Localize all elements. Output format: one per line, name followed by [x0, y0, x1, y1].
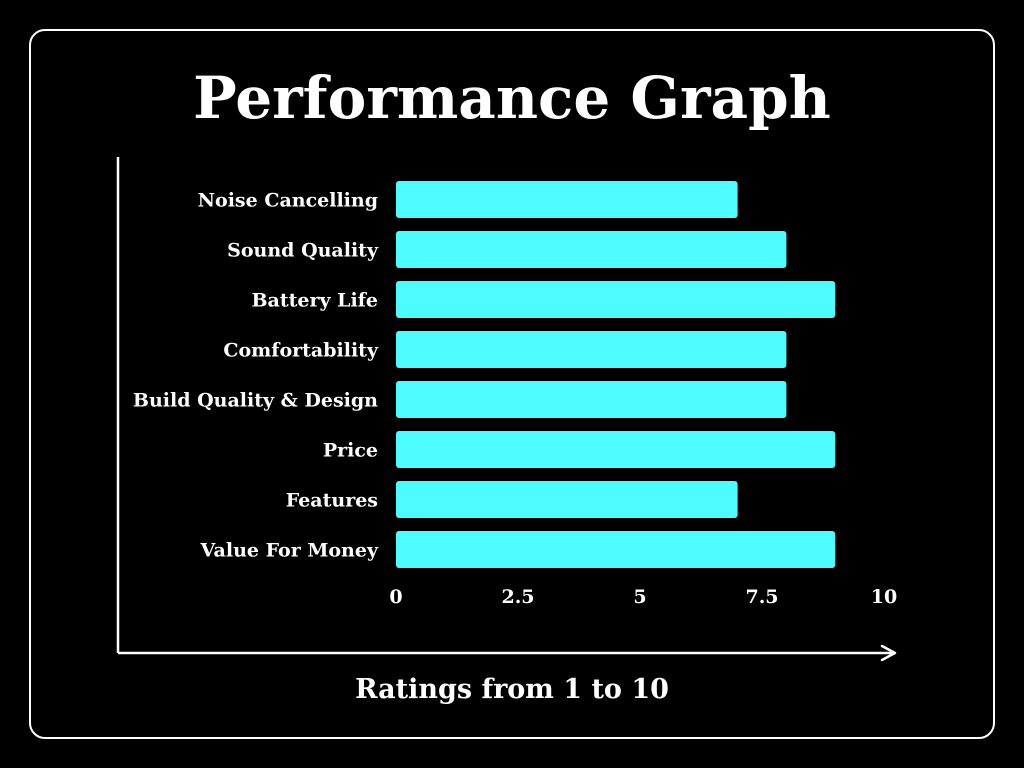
x-axis-title: Ratings from 1 to 10 — [355, 674, 669, 705]
chart-title: Performance Graph — [193, 64, 831, 132]
chart-frame — [29, 29, 995, 739]
category-label-0: Noise Cancelling — [198, 190, 378, 212]
x-tick-label-2: 5 — [633, 586, 646, 608]
category-label-4: Build Quality & Design — [133, 390, 378, 412]
category-label-1: Sound Quality — [227, 240, 379, 262]
bar-2 — [396, 281, 836, 318]
category-label-2: Battery Life — [251, 290, 378, 312]
x-tick-label-4: 10 — [871, 586, 897, 608]
bar-7 — [396, 531, 836, 568]
x-tick-labels-group: 0 2.5 5 7.5 10 — [389, 586, 897, 608]
category-label-3: Comfortability — [223, 340, 379, 362]
category-label-6: Features — [286, 490, 378, 512]
bar-1 — [396, 231, 787, 268]
bars-group — [396, 181, 836, 568]
category-labels-group: Noise Cancelling Sound Quality Battery Lif… — [133, 190, 379, 562]
bar-5 — [396, 431, 836, 468]
x-axis-arrowhead — [880, 644, 897, 662]
x-tick-label-0: 0 — [389, 586, 402, 608]
x-tick-label-3: 7.5 — [745, 586, 778, 608]
bar-0 — [396, 181, 738, 218]
bar-4 — [396, 381, 787, 418]
category-label-7: Value For Money — [200, 540, 379, 562]
bar-3 — [396, 331, 787, 368]
bar-6 — [396, 481, 738, 518]
x-tick-label-1: 2.5 — [501, 586, 534, 608]
category-label-5: Price — [323, 440, 378, 462]
